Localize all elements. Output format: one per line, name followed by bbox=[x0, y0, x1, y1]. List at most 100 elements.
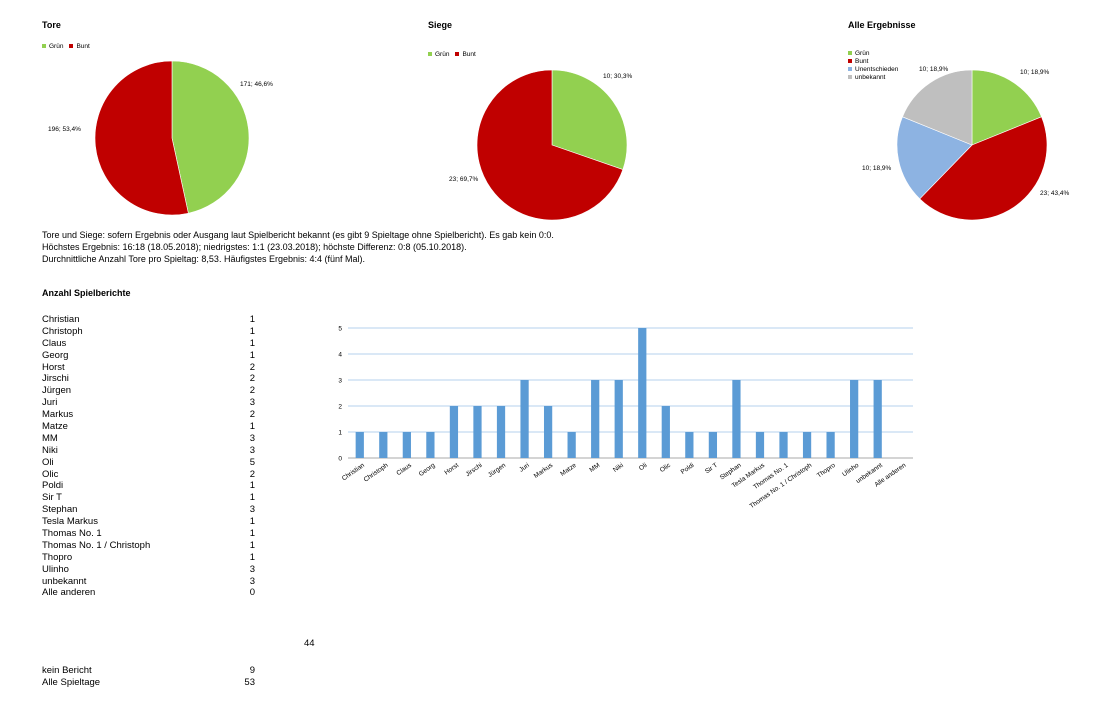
row-label: Jirschi bbox=[42, 373, 69, 385]
x-tick-label: MM bbox=[588, 462, 601, 474]
row-label: Claus bbox=[42, 337, 67, 349]
bar bbox=[638, 328, 647, 458]
x-tick-label: Sir T bbox=[704, 462, 719, 476]
row-label: Markus bbox=[42, 409, 74, 421]
table-row: Thopro 1 bbox=[42, 552, 262, 564]
legend-label: Grün bbox=[435, 51, 450, 58]
pie-chart-alle bbox=[896, 69, 1048, 221]
bar bbox=[685, 432, 694, 458]
bar bbox=[732, 380, 741, 458]
table-row: Markus 2 bbox=[42, 409, 262, 421]
y-tick-label: 4 bbox=[338, 352, 342, 359]
x-tick-label: Oli bbox=[638, 462, 649, 472]
legend-label: Bunt bbox=[462, 51, 476, 58]
row-count: 2 bbox=[249, 361, 255, 373]
x-tick-label: Juri bbox=[518, 462, 531, 474]
pie-chart-siege bbox=[476, 69, 628, 221]
table-row: Tesla Markus 1 bbox=[42, 516, 262, 528]
data-label: 10; 18,9% bbox=[1020, 69, 1050, 76]
row-label: Tesla Markus bbox=[42, 516, 98, 528]
legend-swatch bbox=[69, 44, 74, 49]
row-count: 1 bbox=[249, 421, 255, 433]
x-tick-label: Poldi bbox=[680, 462, 696, 476]
bar bbox=[496, 406, 506, 458]
table-row: Claus 1 bbox=[42, 338, 262, 350]
legend-swatch bbox=[848, 51, 852, 56]
bar bbox=[708, 432, 718, 458]
row-count: 1 bbox=[249, 325, 255, 337]
y-tick-label: 1 bbox=[338, 430, 342, 437]
legend-label: Bunt bbox=[76, 43, 90, 50]
pie-slice bbox=[919, 116, 1048, 221]
row-count: 1 bbox=[249, 480, 255, 492]
bar bbox=[567, 432, 576, 458]
legend-item: unbekannt bbox=[848, 74, 928, 82]
data-label: 10; 30,3% bbox=[603, 73, 633, 80]
row-label: Thopro bbox=[42, 551, 73, 563]
table-row: Jürgen 2 bbox=[42, 385, 262, 397]
row-label: Jürgen bbox=[42, 385, 72, 397]
row-label: Christoph bbox=[42, 325, 83, 337]
data-label: 23; 43,4% bbox=[1040, 190, 1070, 197]
y-tick-label: 0 bbox=[338, 456, 342, 463]
row-count: 5 bbox=[249, 456, 255, 468]
legend-item: Grün bbox=[428, 51, 449, 58]
row-label: Matze bbox=[42, 421, 68, 433]
pie-slice bbox=[896, 116, 973, 200]
bar bbox=[614, 380, 623, 458]
reports-footer: kein Bericht 9 Alle Spieltage 53 bbox=[42, 665, 262, 689]
table-row: Juri 3 bbox=[42, 397, 262, 409]
bar bbox=[591, 380, 600, 458]
row-label: unbekannt bbox=[42, 575, 87, 587]
summary-text: Tore und Siege: sofern Ergebnis oder Aus… bbox=[42, 229, 554, 265]
pie-slice bbox=[94, 60, 189, 216]
bar bbox=[355, 432, 364, 458]
row-label: Olic bbox=[42, 468, 59, 480]
bar bbox=[661, 406, 670, 458]
pie-slice bbox=[902, 69, 973, 146]
bar bbox=[449, 406, 459, 458]
bar bbox=[402, 432, 411, 458]
row-label: Alle anderen bbox=[42, 587, 96, 599]
row-count: 53 bbox=[244, 676, 255, 688]
table-row: Horst 2 bbox=[42, 362, 262, 374]
bar bbox=[543, 406, 553, 458]
bar bbox=[520, 380, 529, 458]
pie-siege-title: Siege bbox=[428, 20, 453, 30]
table-row: Niki 3 bbox=[42, 445, 262, 457]
table-row: Stephan 3 bbox=[42, 504, 262, 516]
legend-item: Bunt bbox=[848, 58, 928, 66]
x-tick-label: Georg bbox=[418, 462, 437, 478]
row-count: 0 bbox=[249, 587, 255, 599]
row-label: Alle Spieltage bbox=[42, 676, 101, 688]
x-tick-label: Jürgen bbox=[487, 462, 508, 479]
legend-item: Grün bbox=[848, 50, 928, 58]
row-count: 2 bbox=[249, 373, 255, 385]
table-row: Oli 5 bbox=[42, 457, 262, 469]
x-tick-label: Horst bbox=[443, 462, 460, 477]
row-count: 2 bbox=[249, 409, 255, 421]
pie-tore-legend: Grün Bunt bbox=[42, 43, 96, 51]
table-row: Christoph 1 bbox=[42, 326, 262, 338]
row-count: 1 bbox=[249, 314, 255, 325]
x-tick-label: Matze bbox=[559, 462, 578, 478]
row-count: 3 bbox=[249, 563, 255, 575]
row-label: kein Bericht bbox=[42, 665, 92, 676]
row-count: 1 bbox=[249, 492, 255, 504]
row-label: Christian bbox=[42, 314, 80, 325]
pie-slice bbox=[171, 60, 250, 214]
row-count: 1 bbox=[249, 337, 255, 349]
row-count: 1 bbox=[249, 516, 255, 528]
legend-label: Grün bbox=[49, 43, 64, 50]
row-count: 3 bbox=[249, 504, 255, 516]
table-row: Christian 1 bbox=[42, 314, 262, 326]
data-label: 171; 46,6% bbox=[240, 81, 273, 88]
row-count: 3 bbox=[249, 444, 255, 456]
legend-swatch bbox=[848, 59, 852, 64]
pie-chart-tore bbox=[94, 60, 250, 216]
reports-total: 44 bbox=[304, 638, 315, 649]
table-row: Olic 2 bbox=[42, 469, 262, 481]
reports-heading: Anzahl Spielberichte bbox=[42, 288, 131, 298]
bar bbox=[802, 432, 812, 458]
row-label: Stephan bbox=[42, 504, 78, 516]
